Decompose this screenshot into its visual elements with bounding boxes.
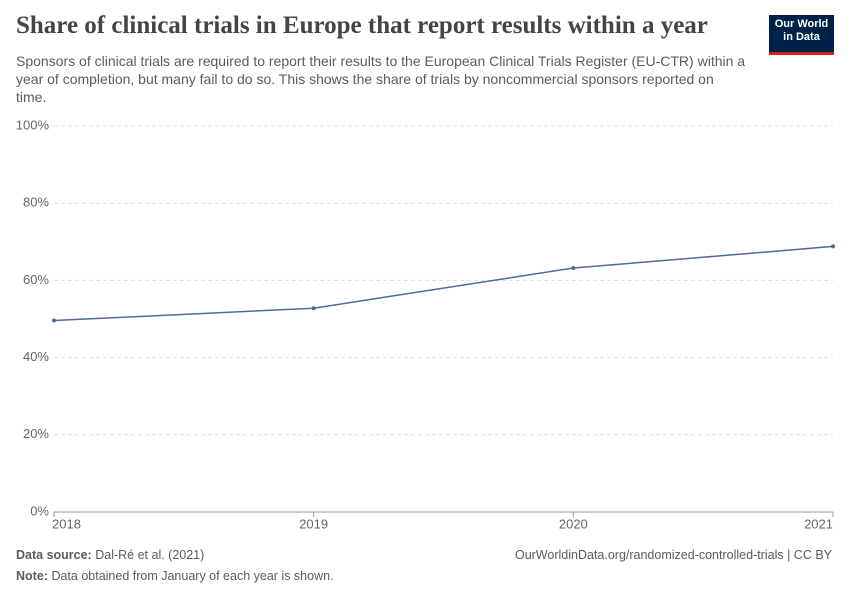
note-label: Note: — [16, 569, 48, 583]
chart-title: Share of clinical trials in Europe that … — [16, 12, 708, 39]
data-line — [53, 245, 834, 322]
x-tick-label: 2021 — [804, 516, 833, 531]
x-tick-label: 2018 — [52, 516, 81, 531]
y-tick-label: 80% — [23, 195, 49, 210]
note-text: Data obtained from January of each year … — [51, 569, 334, 583]
x-tick-label: 2019 — [299, 516, 328, 531]
chart: 0% 20% 40% 60% 80% 100% 2018 2019 2020 2021 — [16, 117, 835, 531]
x-tick-label: 2020 — [559, 516, 588, 531]
source: Data source: Dal-Ré et al. (2021) — [16, 548, 204, 562]
data-point — [311, 306, 316, 311]
y-tick-label: 60% — [23, 272, 49, 287]
note: Note: Data obtained from January of each… — [16, 569, 334, 583]
data-point — [52, 318, 56, 323]
y-tick-label: 0% — [30, 503, 49, 518]
y-tick-label: 40% — [23, 349, 49, 364]
source-text: Dal-Ré et al. (2021) — [95, 548, 205, 562]
y-tick-label: 20% — [23, 426, 49, 441]
data-point — [831, 244, 835, 249]
logo[interactable]: Our World in Data — [769, 15, 834, 55]
url[interactable]: OurWorldinData.org/randomized-controlled… — [514, 548, 832, 562]
data-point — [571, 266, 576, 271]
logo-text: Our World — [774, 18, 829, 30]
chart-subtitle: Sponsors of clinical trials are required… — [16, 53, 746, 105]
source-label: Data source: — [16, 548, 92, 562]
logo-text: in Data — [783, 31, 820, 43]
y-tick-label: 100% — [16, 117, 50, 132]
